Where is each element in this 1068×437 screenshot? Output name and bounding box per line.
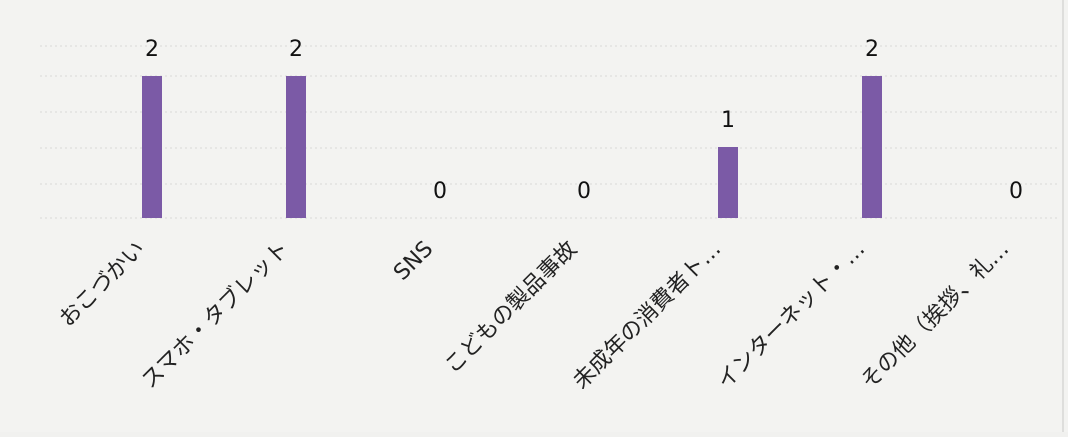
data-label: 2 [865, 37, 879, 62]
data-label: 0 [433, 179, 447, 204]
bar [862, 76, 882, 218]
data-label: 0 [1009, 179, 1023, 204]
bar [286, 76, 306, 218]
bar [718, 147, 738, 218]
data-label: 2 [289, 37, 303, 62]
data-label: 1 [721, 108, 735, 133]
bar [142, 76, 162, 218]
data-label: 0 [577, 179, 591, 204]
data-label: 2 [145, 37, 159, 62]
